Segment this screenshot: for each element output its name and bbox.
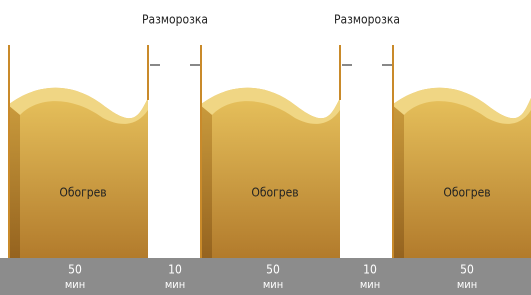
defrost-label: Разморозка [142,13,208,27]
heating-block [392,45,531,258]
duration-unit: мин [165,278,185,291]
duration-unit: мин [263,278,283,291]
duration-value: 50 [266,263,280,277]
duration-unit: мин [360,278,380,291]
block-label: Обогрев [251,186,298,200]
block-label: Обогрев [443,186,490,200]
duration-value: 10 [168,263,182,277]
duration-value: 10 [363,263,377,277]
defrost-label: Разморозка [334,13,400,27]
duration-value: 50 [460,263,474,277]
block-body [200,88,340,258]
diagram: Обогрев Обогрев Обогрев Разморозка Разморозк… [0,0,531,295]
heating-block [8,45,148,258]
block-label: Обогрев [59,186,106,200]
block-body [8,88,148,258]
block-body [392,88,531,258]
duration-value: 50 [68,263,82,277]
duration-unit: мин [65,278,85,291]
duration-unit: мин [457,278,477,291]
heating-block [200,45,340,258]
